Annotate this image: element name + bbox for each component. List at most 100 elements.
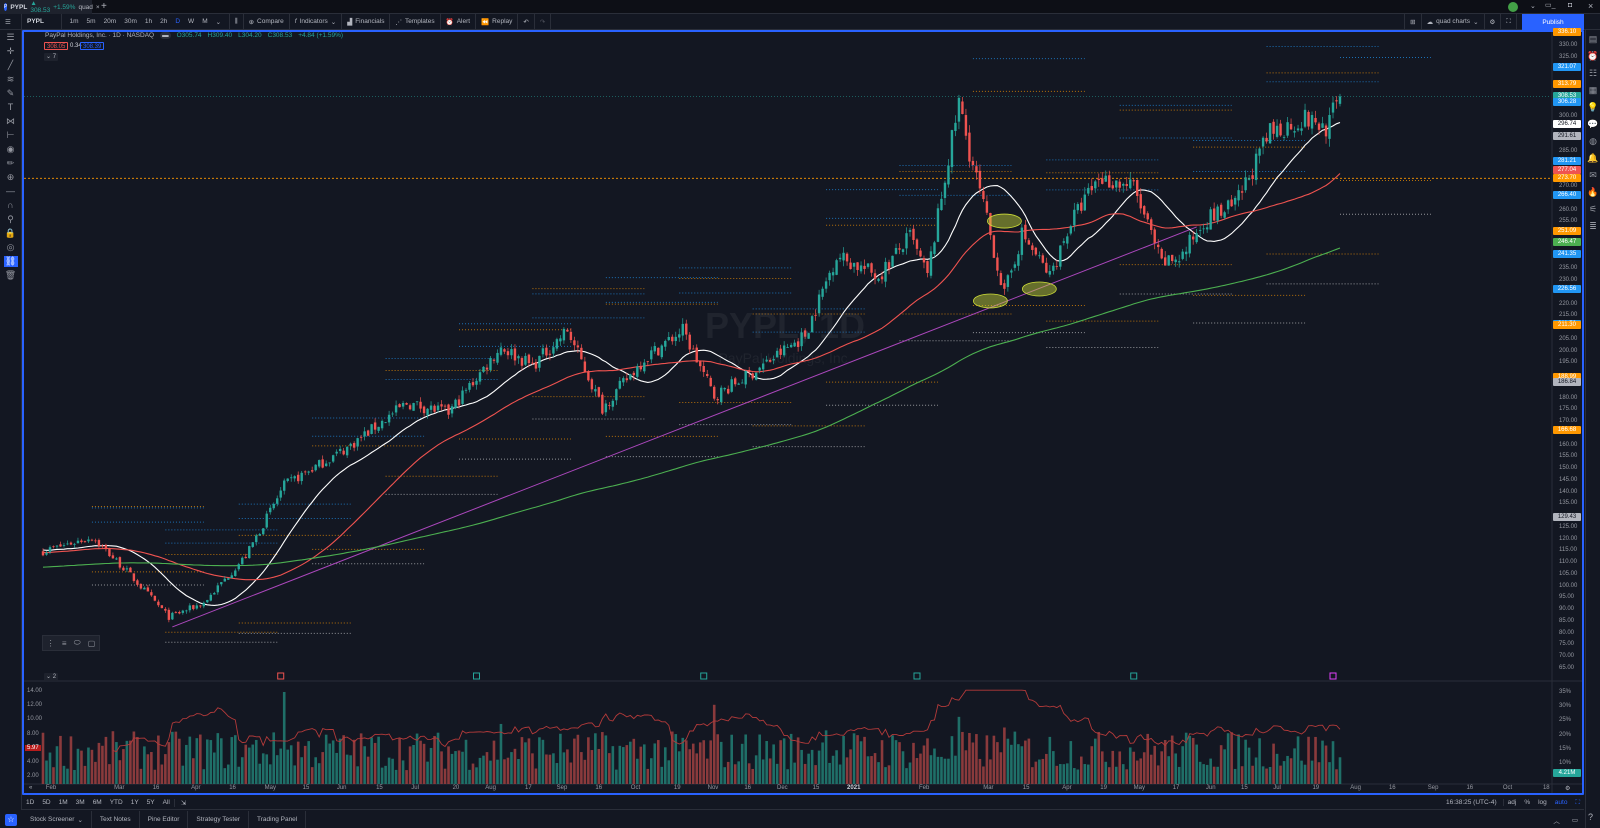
buy-price-button[interactable]: 308.39 [80, 42, 105, 50]
timeframe-20m[interactable]: 20m [103, 18, 117, 25]
chart-type-button[interactable]: ⫼ [230, 13, 244, 30]
tab-stock-screener[interactable]: Stock Screener ⌄ [22, 811, 92, 828]
fib-icon[interactable]: ≋ [6, 74, 15, 84]
chat-icon[interactable]: 💬 [1587, 119, 1599, 129]
publish-button[interactable]: Publish [1522, 14, 1584, 30]
lock-drawing-icon[interactable]: ⚲ [7, 214, 14, 224]
messages-icon[interactable]: ✉ [1589, 170, 1597, 180]
time-axis-settings-button[interactable]: ⚙ [1565, 786, 1571, 792]
drag-handle-icon[interactable]: ⋮ [46, 638, 55, 648]
timeframe-5m[interactable]: 5m [86, 18, 96, 25]
indicators-collapse-toggle[interactable]: ⌄ 7 [44, 53, 59, 61]
zoom-in-icon[interactable]: ⊕ [6, 172, 15, 182]
menu-icon[interactable]: ☰ [6, 32, 15, 42]
lock-icon[interactable]: 🔒 [4, 228, 17, 238]
range-ytd[interactable]: YTD [109, 799, 123, 806]
toggle-pct[interactable]: % [1524, 799, 1531, 806]
symbol-search[interactable]: PYPL [22, 13, 62, 30]
indicators-button[interactable]: f Indicators ⌄ [290, 13, 343, 30]
timeframe-dropdown-icon[interactable]: ⌄ [215, 18, 222, 26]
legend-title[interactable]: PayPal Holdings, Inc. · 1D · NASDAQ [45, 32, 155, 39]
timeframe-W[interactable]: W [188, 18, 195, 25]
range-5d[interactable]: 5D [42, 799, 51, 806]
crosshair-icon[interactable]: ✛ [6, 46, 15, 56]
financials-button[interactable]: ▟ Financials [342, 13, 391, 30]
range-all[interactable]: All [162, 799, 170, 806]
avatar[interactable] [1508, 2, 1518, 12]
timeframe-1m[interactable]: 1m [69, 18, 79, 25]
toggle-log[interactable]: log [1538, 799, 1547, 806]
tab-trading-panel[interactable]: Trading Panel [249, 811, 307, 828]
timeframe-D[interactable]: D [175, 18, 181, 25]
help-icon[interactable]: ? [1588, 812, 1594, 822]
timeframe-M[interactable]: M [202, 18, 208, 25]
menu-icon[interactable]: ☰ [0, 13, 22, 30]
sell-price-button[interactable]: 308.05 [44, 42, 69, 50]
minimize-icon[interactable]: ▭_ [1545, 2, 1556, 9]
order-book-icon[interactable]: ⚟ [1588, 204, 1598, 214]
fullscreen-button[interactable]: ⛶ [1501, 13, 1517, 30]
alert-button[interactable]: ⏰ Alert [441, 13, 477, 30]
settings-button[interactable]: ⚙ [1485, 13, 1502, 30]
ideas-icon[interactable]: 💡 [1587, 102, 1599, 112]
pattern-icon[interactable]: ⋈ [6, 116, 15, 126]
tab-pine-editor[interactable]: Pine Editor [140, 811, 189, 828]
eye-off-icon[interactable]: ◎ [6, 242, 15, 252]
dom-icon[interactable]: ≣ [1589, 221, 1597, 231]
templates-button[interactable]: ⋰ Templates [390, 13, 441, 30]
scroll-to-start-button[interactable]: « [29, 785, 33, 791]
layout-name-button[interactable]: ☁ quad charts ⌄ [1422, 13, 1485, 30]
tab-text-notes[interactable]: Text Notes [92, 811, 140, 828]
range-5y[interactable]: 5Y [146, 799, 155, 806]
list-icon[interactable]: ☷ [1588, 68, 1598, 78]
ellipse-icon[interactable]: ⬭ [73, 638, 81, 647]
layout-grid-button[interactable]: ⊞ [1404, 13, 1422, 30]
range-1y[interactable]: 1Y [130, 799, 139, 806]
volume-collapse-toggle[interactable]: ⌄ 2 [44, 673, 59, 681]
rectangle-icon[interactable]: ▢ [87, 638, 96, 648]
chart-tab[interactable]: P PYPL ▲ 308.53 +1.59% quad × [0, 0, 100, 14]
pencil-icon[interactable]: ✏ [6, 158, 15, 168]
close-window-icon[interactable]: × [1588, 1, 1594, 11]
close-tab-icon[interactable]: × [95, 3, 100, 11]
timeframe-2h[interactable]: 2h [160, 18, 168, 25]
collapse-panel-icon[interactable]: ︿ [1553, 817, 1560, 825]
calendar-icon[interactable]: ▦ [1588, 85, 1598, 95]
range-6m[interactable]: 6M [92, 799, 102, 806]
goto-date-icon[interactable]: ⇲ [173, 798, 192, 807]
toggle-adj[interactable]: adj [1507, 799, 1517, 806]
range-1m[interactable]: 1M [58, 799, 68, 806]
undo-button[interactable]: ↶ [518, 13, 535, 30]
compare-button[interactable]: ⊕ Compare [244, 13, 290, 30]
streams-icon[interactable]: ◍ [1589, 136, 1597, 146]
hotlists-icon[interactable]: 🔥 [1587, 187, 1599, 197]
restore-icon[interactable]: ◘ [1568, 2, 1573, 9]
range-1d[interactable]: 1D [26, 799, 35, 806]
fit-icon[interactable]: ⛶ [1575, 798, 1580, 806]
chevron-down-icon[interactable]: ⌄ [1530, 3, 1536, 10]
timeframe-1h[interactable]: 1h [144, 18, 153, 25]
magnet-icon[interactable]: ∩ [7, 200, 14, 210]
range-3m[interactable]: 3M [75, 799, 85, 806]
timeframe-30m[interactable]: 30m [124, 18, 137, 25]
watchlist-icon[interactable]: ▤ [1588, 34, 1598, 44]
alarm-clock-icon[interactable]: ⏰ [1587, 51, 1599, 61]
text-icon[interactable]: T [7, 102, 14, 112]
trend-line-icon[interactable]: ╱ [7, 60, 14, 70]
maximize-panel-icon[interactable]: ▭ [1571, 816, 1578, 824]
link-drawings-icon[interactable]: ⛓ [3, 256, 18, 267]
notifications-icon[interactable]: 🔔 [1587, 153, 1599, 163]
replay-button[interactable]: ⏪ Replay [476, 13, 519, 30]
redo-button[interactable]: ↷ [535, 13, 552, 30]
text-style-icon[interactable]: ≡ [61, 638, 67, 648]
trash-icon[interactable]: 🗑 [4, 270, 17, 280]
new-tab-icon[interactable]: + [101, 1, 107, 12]
ruler-icon[interactable]: ⊢ [6, 130, 15, 140]
eye-icon[interactable]: ◉ [6, 144, 15, 154]
tab-strategy-tester[interactable]: Strategy Tester [188, 811, 250, 828]
favorites-star-icon[interactable]: ☆ [5, 814, 17, 826]
hide-legend-icon[interactable]: ▬ [160, 32, 171, 39]
brush-icon[interactable]: ✎ [6, 88, 15, 98]
toggle-auto[interactable]: auto [1554, 799, 1568, 806]
